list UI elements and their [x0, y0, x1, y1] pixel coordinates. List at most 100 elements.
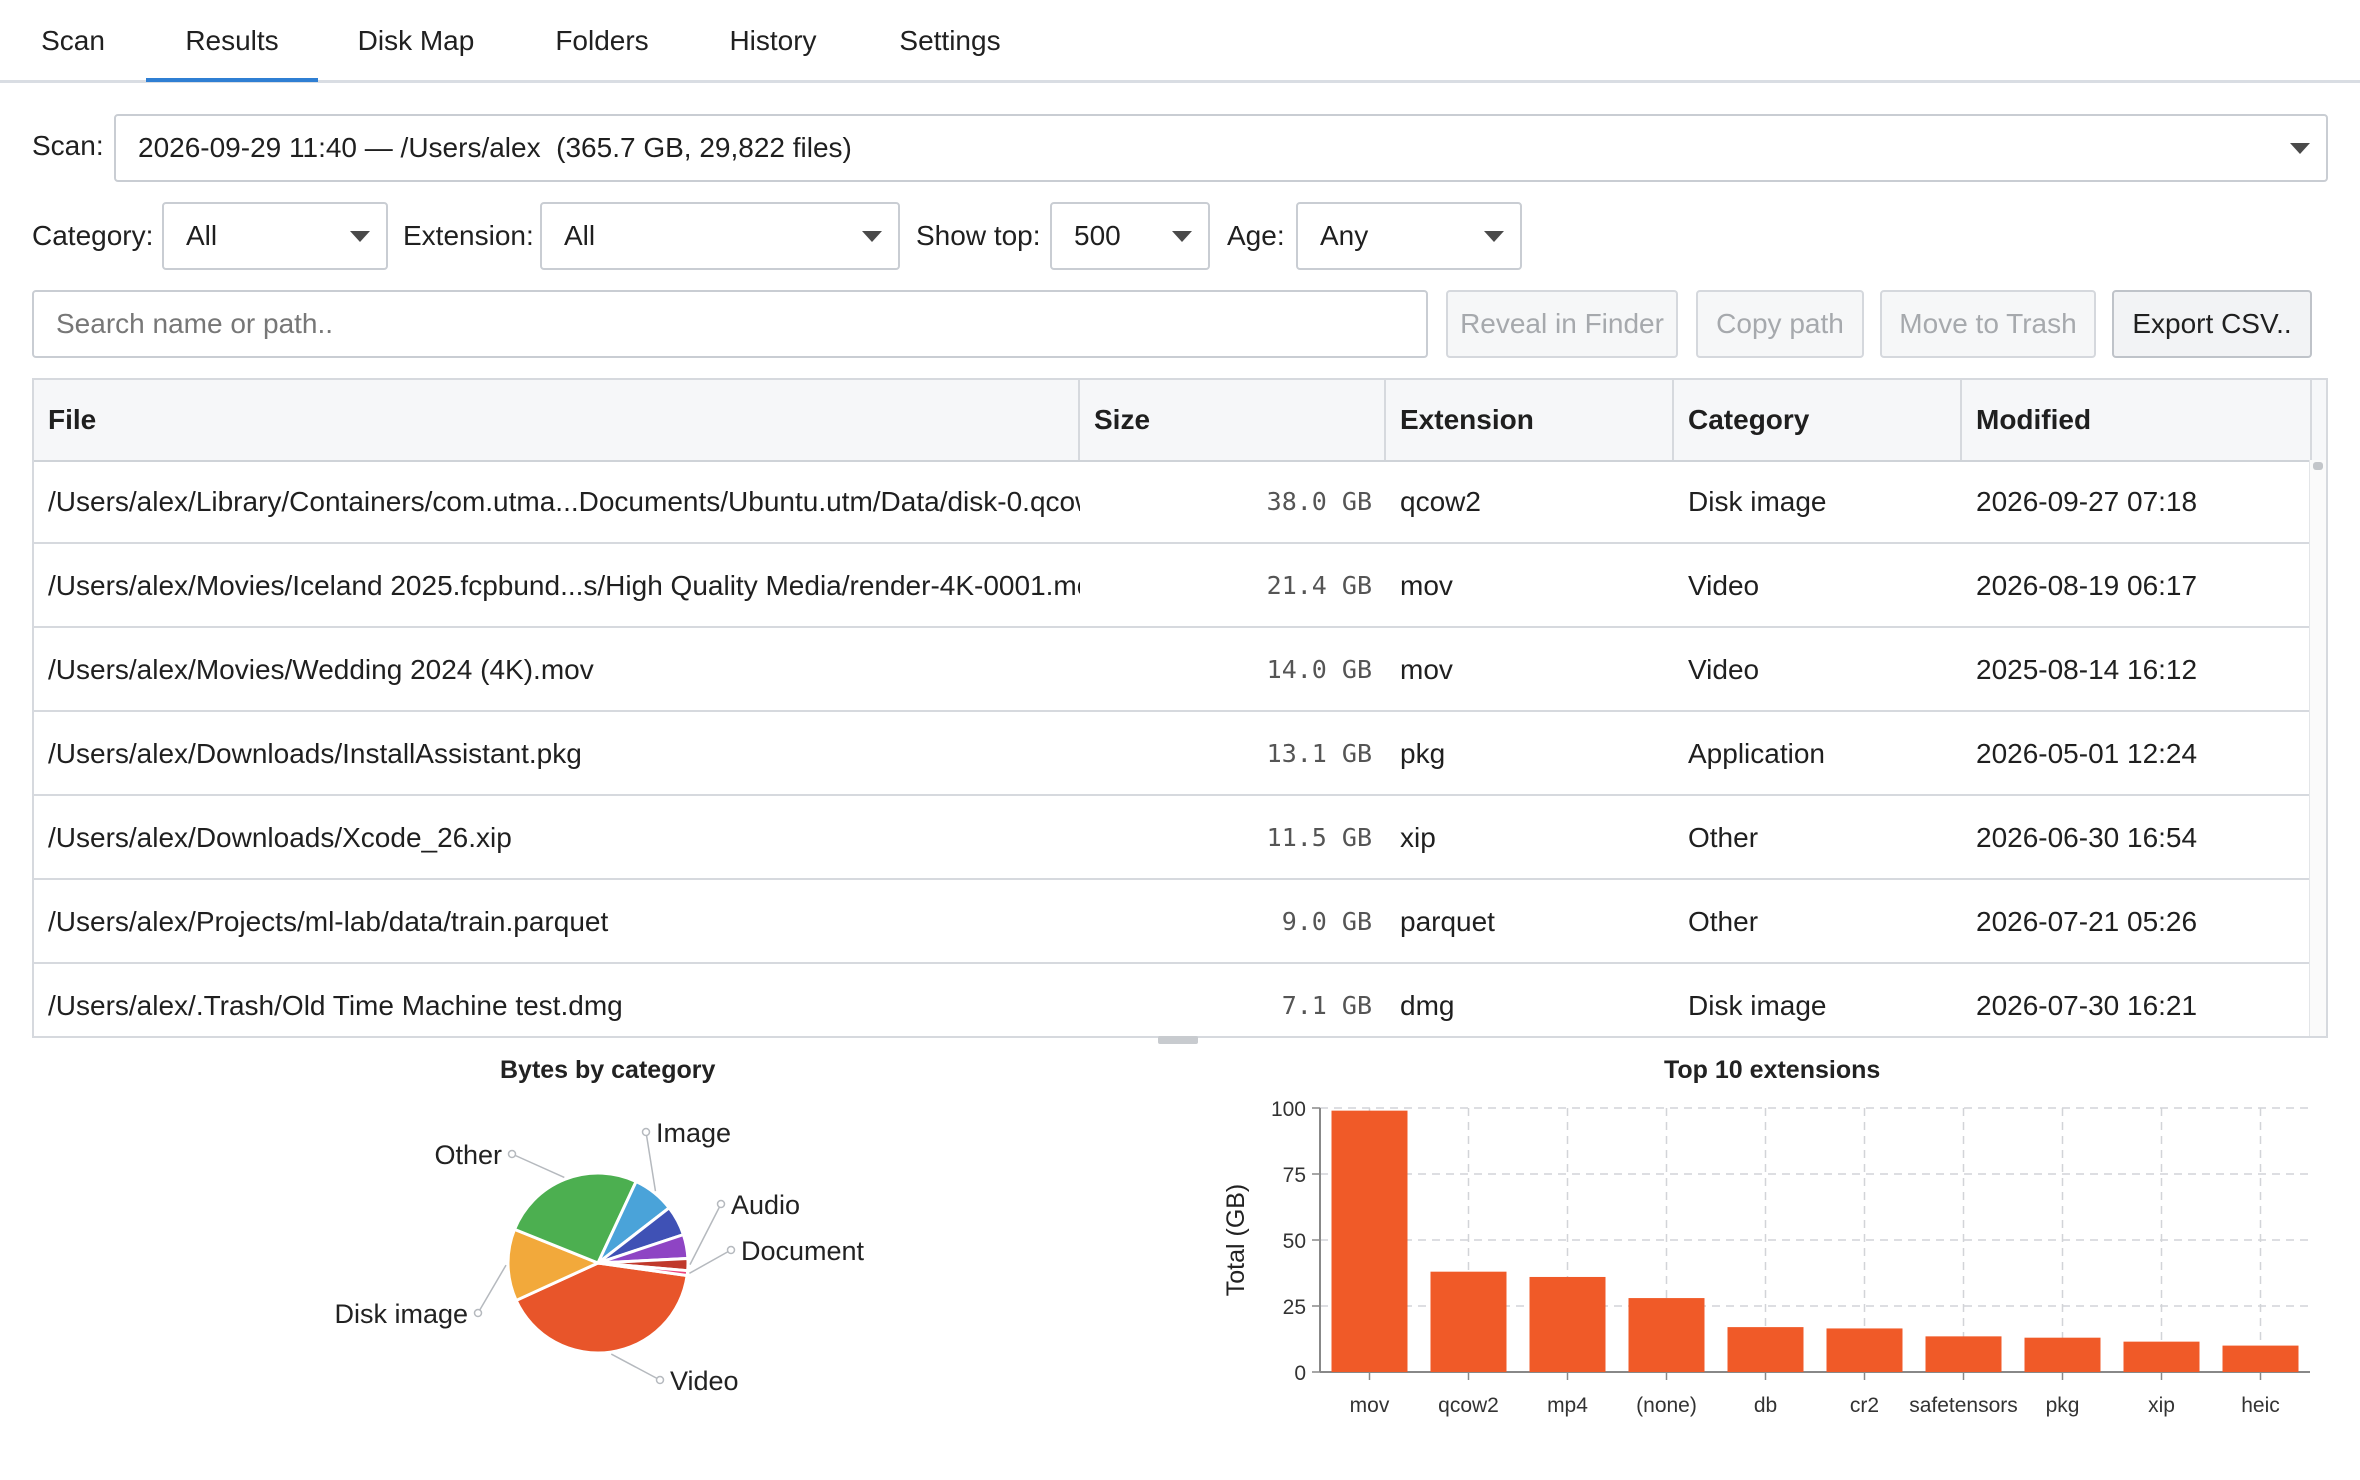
pane-splitter-handle[interactable] — [1158, 1036, 1198, 1044]
bar-mp4[interactable] — [1529, 1276, 1606, 1372]
age-select-value: Any — [1320, 220, 1369, 251]
column-header-size[interactable]: Size — [1080, 380, 1386, 460]
scan-select[interactable]: 2026-09-29 11:40 — /Users/alex (365.7 GB… — [114, 114, 2328, 182]
chevron-down-icon — [350, 231, 370, 242]
x-tick-label: heic — [2241, 1394, 2280, 1417]
tab-results[interactable]: Results — [146, 0, 318, 82]
cell-size: 14.0 GB — [1266, 655, 1372, 684]
pie-slice-label: Document — [741, 1236, 865, 1266]
cell-category: Other — [1688, 822, 1759, 853]
export-csv-button[interactable]: Export CSV.. — [2112, 290, 2312, 358]
cell-file: /Users/alex/Movies/Wedding 2024 (4K).mov — [48, 654, 594, 685]
tab-folders[interactable]: Folders — [555, 25, 649, 56]
column-header-category[interactable]: Category — [1674, 380, 1962, 460]
column-header-modified[interactable]: Modified — [1962, 380, 2312, 460]
cell-file: /Users/alex/Downloads/Xcode_26.xip — [48, 822, 512, 853]
move-to-trash-button[interactable]: Move to Trash — [1880, 290, 2096, 358]
search-input[interactable] — [32, 290, 1428, 358]
cell-category: Disk image — [1688, 486, 1827, 517]
pie-label-dot — [641, 1127, 651, 1137]
pie-slice-label: Other — [434, 1140, 502, 1170]
table-row[interactable]: /Users/alex/Projects/ml-lab/data/train.p… — [34, 880, 2312, 964]
cell-file: /Users/alex/Library/Containers/com.utma.… — [48, 486, 1080, 517]
tab-disk-map[interactable]: Disk Map — [357, 25, 475, 56]
cell-modified: 2025-08-14 16:12 — [1976, 654, 2198, 685]
chevron-down-icon — [2290, 143, 2310, 154]
tab-scan[interactable]: Scan — [41, 25, 105, 56]
x-tick-label: pkg — [2046, 1394, 2080, 1417]
extension-select-value: All — [564, 220, 596, 251]
cell-modified: 2026-07-30 16:21 — [1976, 990, 2198, 1021]
age-select[interactable]: Any — [1296, 202, 1522, 270]
pie-label-leader — [477, 1264, 507, 1314]
scan-select-value: 2026-09-29 11:40 — /Users/alex (365.7 GB… — [138, 132, 852, 163]
bar-none[interactable] — [1628, 1298, 1705, 1372]
show-top-select[interactable]: 500 — [1050, 202, 1210, 270]
table-row[interactable]: /Users/alex/Library/Containers/com.utma.… — [34, 460, 2312, 544]
scan-label: Scan: — [32, 130, 104, 161]
cell-category: Video — [1688, 570, 1760, 601]
chevron-down-icon — [1172, 231, 1192, 242]
x-tick-label: safetensors — [1909, 1394, 2018, 1417]
pie-slice-label: Image — [656, 1118, 731, 1148]
bar-xip[interactable] — [2123, 1341, 2200, 1372]
y-tick-label: 25 — [1283, 1296, 1306, 1319]
cell-category: Other — [1688, 906, 1759, 937]
extension-select[interactable]: All — [540, 202, 900, 270]
column-header-extension[interactable]: Extension — [1386, 380, 1674, 460]
table-row[interactable]: /Users/alex/.Trash/Old Time Machine test… — [34, 964, 2312, 1036]
bar-chart-title: Top 10 extensions — [1664, 1056, 1881, 1084]
scrollbar-thumb[interactable] — [2313, 462, 2323, 470]
cell-category: Application — [1688, 738, 1825, 769]
cell-size: 11.5 GB — [1266, 823, 1372, 852]
cell-extension: mov — [1400, 654, 1453, 685]
y-tick-label: 75 — [1283, 1164, 1306, 1187]
bar-mov[interactable] — [1331, 1110, 1408, 1372]
x-tick-label: mp4 — [1547, 1394, 1588, 1417]
category-select[interactable]: All — [162, 202, 388, 270]
cell-extension: pkg — [1400, 738, 1446, 769]
table-row[interactable]: /Users/alex/Movies/Iceland 2025.fcpbund.… — [34, 544, 2312, 628]
cell-category: Disk image — [1688, 990, 1827, 1021]
table-row[interactable]: /Users/alex/Downloads/InstallAssistant.p… — [34, 712, 2312, 796]
cell-extension: dmg — [1400, 990, 1455, 1021]
x-tick-label: db — [1754, 1394, 1777, 1417]
bar-heic[interactable] — [2222, 1345, 2299, 1372]
reveal-in-finder-button[interactable]: Reveal in Finder — [1446, 290, 1678, 358]
tab-history[interactable]: History — [729, 25, 817, 56]
x-tick-label: xip — [2148, 1394, 2175, 1417]
bar-qcow2[interactable] — [1430, 1271, 1507, 1372]
bar-pkg[interactable] — [2024, 1337, 2101, 1372]
pie-slice[interactable] — [597, 1261, 690, 1278]
cell-size: 13.1 GB — [1266, 739, 1372, 768]
pie-slice-label: Disk image — [334, 1299, 468, 1329]
show-top-select-value: 500 — [1074, 220, 1121, 251]
pie-label-leader — [645, 1131, 657, 1192]
tab-settings[interactable]: Settings — [899, 25, 1001, 56]
bar-db[interactable] — [1727, 1327, 1804, 1372]
table-scrollbar[interactable] — [2309, 460, 2326, 1036]
extension-label: Extension: — [403, 220, 534, 251]
pie-slice[interactable] — [506, 1227, 602, 1303]
pie-label-leader — [610, 1353, 661, 1381]
category-select-value: All — [186, 220, 218, 251]
table-row[interactable]: /Users/alex/Downloads/Xcode_26.xip 11.5 G… — [34, 796, 2312, 880]
cell-modified: 2026-06-30 16:54 — [1976, 822, 2198, 853]
bar-chart: 0 25 50 75 100 Total (GB) mov qcow2 mp4 (none) db c… — [1222, 1098, 2310, 1417]
bar-cr2[interactable] — [1826, 1328, 1903, 1372]
pie-chart: Video Disk image Other Image Audio Document — [334, 1118, 865, 1396]
copy-path-button[interactable]: Copy path — [1696, 290, 1864, 358]
cell-category: Video — [1688, 654, 1760, 685]
category-label: Category: — [32, 220, 154, 251]
column-header-file[interactable]: File — [34, 380, 1080, 460]
pie-label-dot — [473, 1308, 483, 1318]
pie-slice[interactable] — [512, 1171, 639, 1265]
pie-label-dot — [655, 1375, 665, 1385]
bar-safetensors[interactable] — [1925, 1336, 2002, 1372]
table-row[interactable]: /Users/alex/Movies/Wedding 2024 (4K).mov… — [34, 628, 2312, 712]
cell-modified: 2026-09-27 07:18 — [1976, 486, 2198, 517]
pie-slice[interactable] — [514, 1261, 689, 1355]
cell-modified: 2026-05-01 12:24 — [1976, 738, 2198, 769]
pie-label-dot — [507, 1149, 517, 1159]
y-tick-label: 0 — [1294, 1362, 1306, 1385]
